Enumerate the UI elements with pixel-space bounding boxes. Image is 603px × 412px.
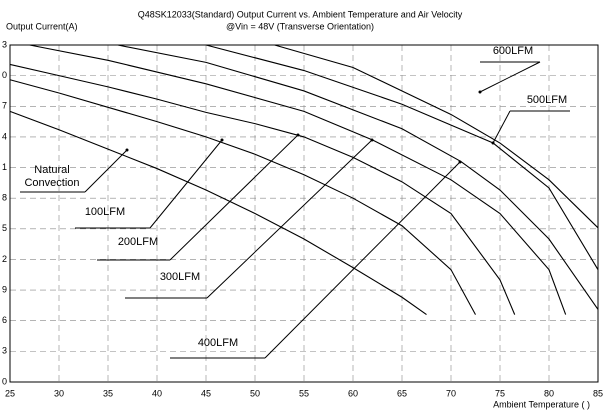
series-line — [274, 44, 599, 229]
leader-dot — [491, 141, 495, 145]
x-tick-label: 75 — [495, 388, 505, 398]
plot-frame — [9, 44, 599, 383]
y-tick-label: 7 — [2, 101, 7, 111]
series-label: 600LFM — [492, 45, 534, 57]
x-axis-label: Ambient Temperature ( ) — [493, 399, 590, 409]
series-label: 400LFM — [197, 337, 239, 349]
series-label: 300LFM — [159, 271, 201, 283]
y-tick-label: 0 — [2, 70, 7, 80]
series-line — [9, 79, 476, 315]
leader-line — [149, 139, 223, 229]
x-tick-label: 25 — [5, 388, 15, 398]
x-tick-label: 45 — [201, 388, 211, 398]
series-label: 200LFM — [117, 236, 159, 248]
x-tick-label: 65 — [397, 388, 407, 398]
chart-subtitle: @Vin = 48V (Transverse Orientation) — [226, 21, 374, 31]
series-line — [9, 63, 516, 315]
leader-line — [84, 149, 128, 193]
leader-dot — [220, 138, 224, 142]
series-line — [117, 44, 599, 310]
y-tick-label: 6 — [2, 315, 7, 325]
x-tick-label: 70 — [446, 388, 456, 398]
y-tick-label: 2 — [2, 254, 7, 264]
x-tick-label: 40 — [152, 388, 162, 398]
series-line — [205, 44, 599, 270]
y-tick-label: 3 — [2, 39, 7, 49]
x-tick-label: 55 — [299, 388, 309, 398]
leader-line — [264, 161, 461, 359]
series-label: 100LFM — [84, 206, 126, 218]
x-tick-label: 80 — [544, 388, 554, 398]
y-tick-label: 9 — [2, 284, 7, 294]
y-tick-label: 1 — [2, 162, 7, 172]
leader-line — [169, 134, 299, 261]
leader-dot — [370, 138, 374, 142]
y-axis-label: Output Current(A) — [6, 21, 78, 31]
series-label: 500LFM — [526, 94, 568, 106]
leader-line — [492, 110, 511, 144]
leader-line — [479, 61, 541, 93]
leader-dot — [125, 148, 129, 152]
leader-dot — [458, 160, 462, 164]
x-tick-label: 85 — [593, 388, 603, 398]
x-tick-label: 35 — [103, 388, 113, 398]
series-label: Natural Convection — [24, 164, 80, 189]
x-tick-label: 30 — [54, 388, 64, 398]
x-tick-label: 50 — [250, 388, 260, 398]
y-tick-label: 4 — [2, 131, 7, 141]
leader-line — [206, 139, 373, 299]
y-tick-label: 8 — [2, 193, 7, 203]
x-tick-label: 60 — [348, 388, 358, 398]
series-line — [9, 110, 427, 316]
leader-dot — [478, 90, 482, 94]
leader-dot — [296, 133, 300, 137]
y-tick-label: 3 — [2, 346, 7, 356]
y-tick-label: 0 — [2, 376, 7, 386]
chart-title: Q48SK12033(Standard) Output Current vs. … — [138, 9, 463, 19]
y-tick-label: 5 — [2, 223, 7, 233]
